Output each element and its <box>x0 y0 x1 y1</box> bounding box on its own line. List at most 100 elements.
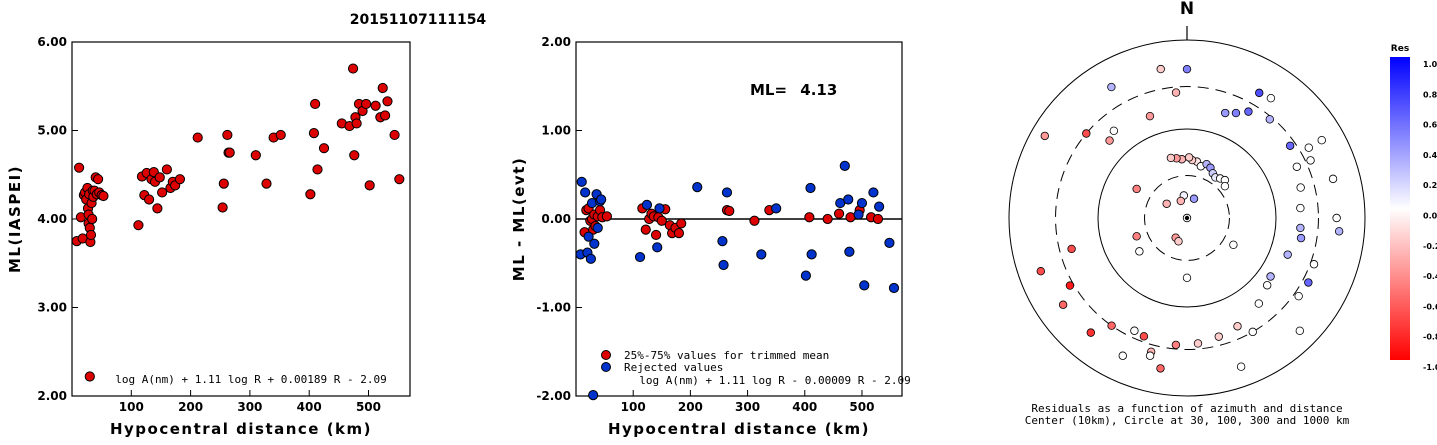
azimuth-residual-point <box>1166 153 1176 163</box>
ml-data-point <box>312 164 323 175</box>
azimuth-residual-point <box>1248 327 1257 337</box>
ml-data-point <box>347 63 359 74</box>
azimuth-residual-point <box>1040 131 1049 141</box>
residual-plot-xlabel: Hypocentral distance (km) <box>608 420 870 438</box>
rejected-data-point <box>756 249 767 260</box>
colorbar-title: Res <box>1391 44 1409 54</box>
y-tick-label: -1.00 <box>536 301 571 315</box>
ml-data-point <box>222 129 233 141</box>
distance-rings <box>1008 39 1366 397</box>
colorbar-tick-label: -0.2 <box>1423 242 1437 251</box>
azimuth-residual-point <box>1283 250 1292 259</box>
azimuth-residual-point <box>1132 232 1141 241</box>
azimuth-residual-point <box>1067 244 1076 254</box>
ml-plot-ylabel: ML(IASPEI) <box>6 165 24 273</box>
ml-data-point <box>310 98 321 110</box>
distance-ring <box>1008 39 1366 397</box>
rejected-data-point <box>874 201 885 212</box>
azimuth-residual-point <box>1304 143 1313 152</box>
ml-data-point <box>217 202 228 213</box>
azimuth-residual-point <box>1174 237 1183 246</box>
colorbar-tick-label: -0.6 <box>1423 302 1437 311</box>
azimuth-residual-point <box>1193 339 1203 348</box>
y-tick-label: 2.00 <box>37 389 67 403</box>
ml-data-point <box>364 180 375 191</box>
azimuth-residual-point <box>1294 291 1303 301</box>
epicenter-marker <box>1184 215 1190 221</box>
ml-data-point <box>92 174 104 185</box>
residual-plot-formula: log A(nm) + 1.11 log R - 0.00009 R - 2.0… <box>639 374 911 387</box>
azimuth-residual-point <box>1135 247 1144 256</box>
azimuth-residual-point <box>1244 107 1253 116</box>
trimmed-data-point <box>724 205 735 217</box>
distance-ring <box>1055 86 1319 350</box>
azimuth-caption-line1: Residuals as a function of azimuth and d… <box>1031 402 1342 415</box>
ml-data-point <box>261 178 272 189</box>
trimmed-data-point <box>872 213 884 225</box>
ml-data-point <box>305 189 316 200</box>
colorbar-tick-label: 0.2 <box>1423 181 1437 190</box>
azimuth-residual-point <box>1156 64 1165 74</box>
ml-data-point <box>370 100 381 111</box>
ml-label: ML= <box>750 81 787 99</box>
ml-data-point <box>349 150 360 161</box>
ml-data-point <box>85 229 97 241</box>
azimuth-panel: N Residuals as a function of azimuth and… <box>1008 0 1366 427</box>
azimuth-residual-point <box>1139 332 1149 341</box>
azimuth-residual-point <box>1118 351 1127 360</box>
azimuth-residual-point <box>1292 162 1302 171</box>
rejected-data-point <box>856 197 868 209</box>
azimuth-residual-point <box>1107 82 1116 92</box>
rejected-data-point <box>771 203 782 214</box>
azimuth-residual-point <box>1328 174 1338 184</box>
azimuth-residual-point <box>1231 108 1241 118</box>
rejected-data-point <box>718 259 729 271</box>
colorbar-tick-label: 0.8 <box>1423 90 1437 99</box>
azimuth-residual-point <box>1156 364 1165 373</box>
rejected-data-point <box>884 237 895 248</box>
ml-data-point <box>389 129 400 141</box>
trimmed-data-point <box>601 211 612 222</box>
azimuth-residual-point <box>1082 129 1091 138</box>
azimuth-residual-point <box>1220 181 1230 191</box>
residual-legend: 25%-75% values for trimmed mean Rejected… <box>601 349 829 374</box>
x-tick-label: 300 <box>237 400 262 414</box>
azimuth-residual-point <box>1266 272 1275 281</box>
azimuth-residual-point <box>1130 326 1139 335</box>
rejected-data-point <box>580 187 591 198</box>
trimmed-data-point <box>804 212 815 223</box>
azimuth-residual-point <box>1184 153 1194 162</box>
residual-vs-distance-panel: 100 200 300 400 500 -2.00 -1.00 0.00 1.00 2.00 Hy… <box>510 35 911 438</box>
residual-plot-points <box>575 160 900 401</box>
ml-data-point <box>87 213 98 225</box>
azimuth-residual-point <box>1285 141 1295 150</box>
rejected-data-point <box>800 270 812 281</box>
y-tick-label: 2.00 <box>541 35 571 49</box>
ml-data-point <box>98 190 109 202</box>
y-tick-label: 6.00 <box>37 35 67 49</box>
event-magnitude: ML= 4.13 <box>750 81 837 99</box>
colorbar-tick-label: -0.4 <box>1423 272 1437 281</box>
rejected-data-point <box>589 238 600 249</box>
x-tick-label: 500 <box>356 400 381 414</box>
azimuth-residual-point <box>1306 156 1315 165</box>
ml-data-point <box>218 178 229 189</box>
x-tick-label: 500 <box>849 400 874 414</box>
legend-dot-trimmed <box>601 350 611 360</box>
trimmed-data-point <box>822 213 833 225</box>
azimuth-residual-point <box>1304 278 1313 287</box>
ml-data-point <box>84 371 95 382</box>
legend-label-trimmed: 25%-75% values for trimmed mean <box>624 349 829 362</box>
azimuth-residual-point <box>1317 136 1326 145</box>
y-tick-label: -2.00 <box>536 389 571 403</box>
azimuth-residual-point <box>1254 299 1264 308</box>
ml-plot-xlabel: Hypocentral distance (km) <box>110 420 372 438</box>
azimuth-residual-point <box>1296 223 1305 233</box>
legend-label-rejected: Rejected values <box>624 361 723 374</box>
azimuth-residual-point <box>1255 88 1264 98</box>
ml-data-point <box>318 143 330 154</box>
colorbar-ticks: 1.0 0.8 0.6 0.4 0.2 0.0 -0.2 -0.4 -0.6 -0.8 -1.0 <box>1423 60 1437 372</box>
azimuth-caption-line2: Center (10km), Circle at 30, 100, 300 an… <box>1025 414 1350 427</box>
azimuth-residual-point <box>1334 227 1344 236</box>
